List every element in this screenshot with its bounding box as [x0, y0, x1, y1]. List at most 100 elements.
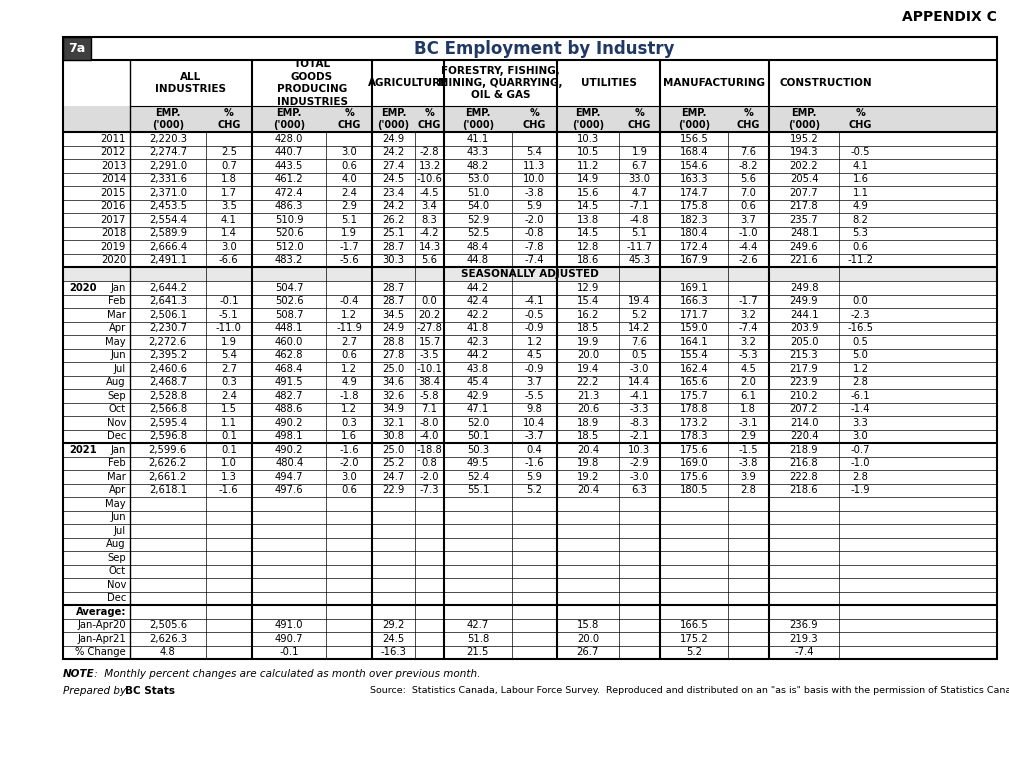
Text: 7.6: 7.6 [632, 337, 648, 347]
Text: 169.1: 169.1 [679, 283, 708, 292]
Text: 0.7: 0.7 [221, 161, 237, 171]
Text: 1.5: 1.5 [221, 404, 237, 414]
Text: NOTE: NOTE [63, 669, 95, 679]
Bar [63, 37, 91, 60]
Text: -0.8: -0.8 [525, 229, 544, 238]
Text: 44.8: 44.8 [467, 255, 489, 265]
Text: 27.4: 27.4 [382, 161, 405, 171]
Text: 41.1: 41.1 [467, 133, 489, 144]
Text: Aug: Aug [106, 378, 126, 387]
Text: -3.0: -3.0 [630, 363, 649, 374]
Text: BC Stats: BC Stats [125, 686, 175, 696]
Text: -6.6: -6.6 [219, 255, 239, 265]
Text: 219.3: 219.3 [790, 633, 818, 643]
Text: 1.6: 1.6 [341, 431, 357, 441]
Text: 2,460.6: 2,460.6 [148, 363, 187, 374]
Text: 155.4: 155.4 [679, 350, 708, 360]
Text: 4.5: 4.5 [527, 350, 543, 360]
Text: 12.8: 12.8 [577, 242, 599, 252]
Text: 1.1: 1.1 [221, 418, 237, 427]
Text: 220.4: 220.4 [790, 431, 818, 441]
Text: -0.5: -0.5 [851, 147, 871, 158]
Text: 1.9: 1.9 [632, 147, 648, 158]
Text: -11.2: -11.2 [848, 255, 874, 265]
Text: 19.2: 19.2 [577, 472, 599, 482]
Text: 5.2: 5.2 [632, 310, 648, 320]
Text: 2,528.8: 2,528.8 [148, 391, 187, 401]
Text: 34.6: 34.6 [382, 378, 405, 387]
Text: -2.6: -2.6 [739, 255, 758, 265]
Text: 175.6: 175.6 [679, 445, 708, 455]
Text: 171.7: 171.7 [679, 310, 708, 320]
Text: -4.1: -4.1 [630, 391, 649, 401]
Text: -1.7: -1.7 [739, 296, 758, 307]
Text: 30.3: 30.3 [382, 255, 405, 265]
Text: 14.2: 14.2 [629, 323, 651, 333]
Text: 2,554.4: 2,554.4 [148, 215, 187, 225]
Text: 1.2: 1.2 [527, 337, 543, 347]
Text: 30.8: 30.8 [382, 431, 405, 441]
Text: 203.9: 203.9 [790, 323, 818, 333]
Text: 1.7: 1.7 [221, 188, 237, 198]
Text: 156.5: 156.5 [679, 133, 708, 144]
Text: -1.6: -1.6 [339, 445, 359, 455]
Text: 52.5: 52.5 [467, 229, 489, 238]
Text: 5.1: 5.1 [341, 215, 357, 225]
Text: Jul: Jul [114, 526, 126, 536]
Text: 5.6: 5.6 [422, 255, 438, 265]
Text: 4.0: 4.0 [341, 174, 357, 184]
Text: 0.5: 0.5 [632, 350, 648, 360]
Text: 0.3: 0.3 [341, 418, 357, 427]
Text: 2011: 2011 [101, 133, 126, 144]
Text: 1.2: 1.2 [341, 310, 357, 320]
Text: 12.9: 12.9 [577, 283, 599, 292]
Text: May: May [105, 337, 126, 347]
Text: Jul: Jul [114, 363, 126, 374]
Text: -2.0: -2.0 [525, 215, 544, 225]
Text: 2,468.7: 2,468.7 [148, 378, 187, 387]
Text: 175.7: 175.7 [679, 391, 708, 401]
Text: 210.2: 210.2 [790, 391, 818, 401]
Text: -4.8: -4.8 [630, 215, 649, 225]
Text: 218.9: 218.9 [790, 445, 818, 455]
Text: 182.3: 182.3 [679, 215, 708, 225]
Text: 159.0: 159.0 [679, 323, 708, 333]
Text: %
CHG: % CHG [628, 108, 651, 129]
Text: 490.7: 490.7 [274, 633, 304, 643]
Text: 8.2: 8.2 [853, 215, 869, 225]
Bar [63, 37, 997, 659]
Text: 15.6: 15.6 [577, 188, 599, 198]
Text: 0.6: 0.6 [341, 161, 357, 171]
Text: 38.4: 38.4 [419, 378, 441, 387]
Text: -8.3: -8.3 [630, 418, 649, 427]
Text: 2.9: 2.9 [341, 201, 357, 211]
Text: 207.2: 207.2 [790, 404, 818, 414]
Text: -3.1: -3.1 [739, 418, 758, 427]
Text: Dec: Dec [107, 431, 126, 441]
Text: 21.5: 21.5 [467, 647, 489, 658]
Text: 24.5: 24.5 [382, 633, 405, 643]
Text: 25.2: 25.2 [382, 459, 405, 468]
Text: 1.2: 1.2 [853, 363, 869, 374]
Text: 10.4: 10.4 [524, 418, 546, 427]
Text: 32.6: 32.6 [382, 391, 405, 401]
Text: 468.4: 468.4 [275, 363, 304, 374]
Text: 42.2: 42.2 [467, 310, 489, 320]
Text: -8.0: -8.0 [420, 418, 439, 427]
Text: -10.6: -10.6 [417, 174, 443, 184]
Text: 3.0: 3.0 [341, 472, 357, 482]
Text: 43.3: 43.3 [467, 147, 489, 158]
Text: -3.7: -3.7 [525, 431, 544, 441]
Text: 10.3: 10.3 [629, 445, 651, 455]
Text: 28.7: 28.7 [382, 283, 405, 292]
Text: 1.9: 1.9 [221, 337, 237, 347]
Text: 207.7: 207.7 [790, 188, 818, 198]
Text: APPENDIX C: APPENDIX C [902, 10, 997, 24]
Text: 440.7: 440.7 [275, 147, 304, 158]
Text: :  Monthly percent changes are calculated as month over previous month.: : Monthly percent changes are calculated… [91, 669, 480, 679]
Text: 2,230.7: 2,230.7 [148, 323, 187, 333]
Text: 53.0: 53.0 [467, 174, 489, 184]
Text: 5.0: 5.0 [853, 350, 869, 360]
Text: Apr: Apr [109, 485, 126, 495]
Text: 3.5: 3.5 [221, 201, 237, 211]
